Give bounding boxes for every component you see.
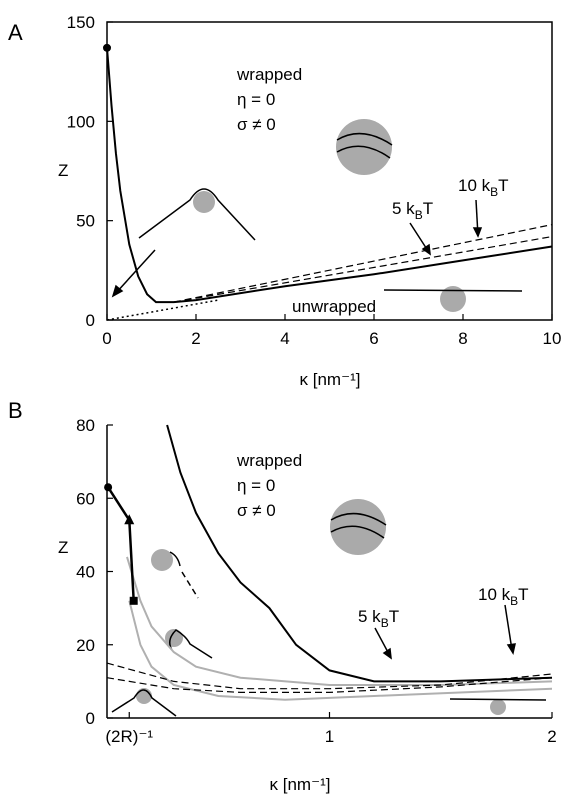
y-tick-label: 150 (67, 13, 95, 32)
x-tick-label: 6 (369, 329, 378, 348)
y-tick-label: 60 (76, 489, 95, 508)
x-tick-label: 2 (547, 727, 556, 746)
y-tick-label: 50 (76, 212, 95, 231)
annotation: 5 kBT (392, 199, 433, 222)
annotation: σ ≠ 0 (237, 501, 276, 520)
marker (129, 596, 138, 605)
icons (111, 499, 547, 717)
curve (106, 47, 553, 304)
panel-label: A (8, 20, 23, 45)
curve (128, 600, 553, 701)
y-tick-label: 40 (76, 563, 95, 582)
annotation: 10 kBT (478, 585, 529, 608)
curve (106, 677, 553, 693)
annotation: wrapped (236, 65, 302, 84)
annotation: 5 kBT (358, 607, 399, 630)
annotation: η = 0 (237, 90, 275, 109)
x-tick-label: (2R)⁻¹ (105, 727, 153, 746)
curve (106, 662, 553, 690)
curve (166, 424, 553, 683)
x-tick-label: 1 (325, 727, 334, 746)
marker (103, 43, 111, 52)
x-tick-label: 4 (280, 329, 289, 348)
panel-label: B (8, 398, 23, 423)
x-tick-label: 10 (543, 329, 562, 348)
y-tick-label: 80 (76, 416, 95, 435)
curve (107, 486, 135, 601)
y-axis-label: Z (58, 161, 68, 180)
x-tick-label: 8 (458, 329, 467, 348)
plot-frame (106, 21, 553, 321)
y-tick-label: 0 (86, 709, 95, 728)
y-axis-label: Z (58, 538, 68, 557)
annotation: 10 kBT (458, 176, 509, 199)
curve (173, 236, 553, 303)
y-tick-label: 100 (67, 112, 95, 131)
annotation: wrapped (236, 451, 302, 470)
y-tick-label: 20 (76, 636, 95, 655)
x-axis-label: κ [nm⁻¹] (270, 775, 331, 794)
annotation: η = 0 (237, 476, 275, 495)
curve (106, 299, 219, 321)
icons (111, 119, 523, 312)
annotation: unwrapped (292, 297, 376, 316)
marker (104, 483, 113, 492)
annotation: σ ≠ 0 (237, 115, 276, 134)
x-tick-label: 2 (191, 329, 200, 348)
curve (126, 556, 553, 686)
marker (124, 514, 135, 525)
y-tick-label: 0 (86, 311, 95, 330)
curve (173, 224, 553, 303)
x-axis-label: κ [nm⁻¹] (300, 370, 361, 389)
x-tick-label: 0 (102, 329, 111, 348)
